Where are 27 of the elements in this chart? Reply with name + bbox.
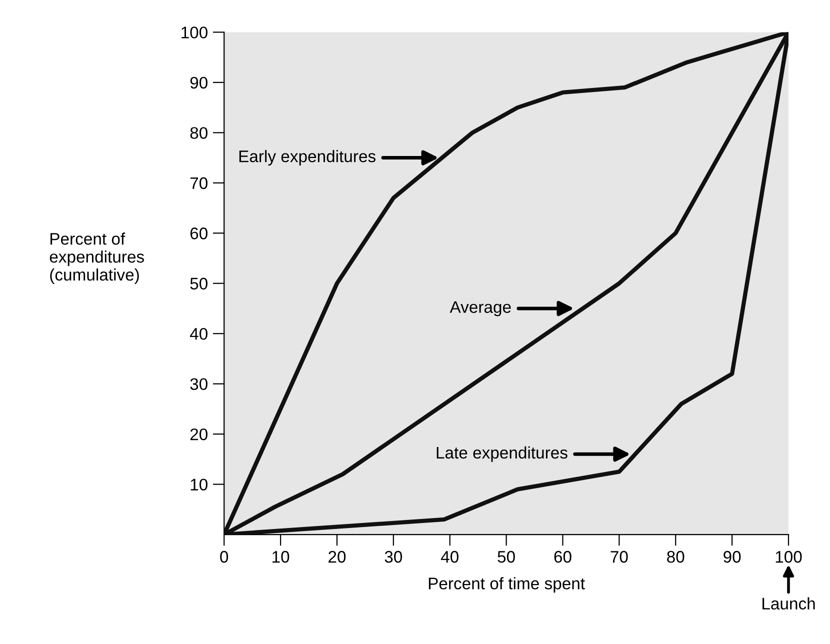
text: Launch bbox=[762, 597, 815, 610]
x-tick-label: 80 bbox=[667, 550, 684, 563]
y-tick-label: 50 bbox=[190, 278, 208, 290]
x-tick-label: 90 bbox=[724, 550, 741, 563]
x-tick-label: 50 bbox=[498, 550, 515, 563]
annotation: Late expenditures bbox=[436, 446, 568, 462]
x-tick-label: 60 bbox=[554, 550, 572, 563]
x-axis-title: Percent of time spent bbox=[428, 577, 585, 593]
x-tick-label: 0 bbox=[220, 550, 228, 563]
y-tick-label: 10 bbox=[190, 478, 208, 490]
y-tick-label: 80 bbox=[190, 127, 208, 139]
x-tick-label: 40 bbox=[440, 550, 458, 563]
y-tick-label: 20 bbox=[190, 428, 208, 440]
y-tick-label: 40 bbox=[190, 328, 208, 340]
x-tick-label: 20 bbox=[328, 550, 346, 563]
y-axis-title: Percent of expenditures (cumulative) bbox=[50, 232, 144, 284]
annotation: Early expenditures bbox=[239, 150, 376, 166]
x-tick-label: 10 bbox=[272, 550, 290, 563]
y-tick-label: 70 bbox=[190, 177, 208, 190]
x-tick-label: 70 bbox=[610, 550, 628, 563]
y-tick-label: 90 bbox=[190, 76, 208, 89]
y-tick-label: 30 bbox=[190, 378, 208, 390]
x-tick-label: 30 bbox=[384, 550, 402, 563]
y-tick-label: 100 bbox=[182, 26, 208, 38]
x-tick-label: 100 bbox=[776, 550, 802, 563]
y-tick-label: 60 bbox=[190, 228, 208, 240]
annotation: Average bbox=[450, 301, 511, 316]
